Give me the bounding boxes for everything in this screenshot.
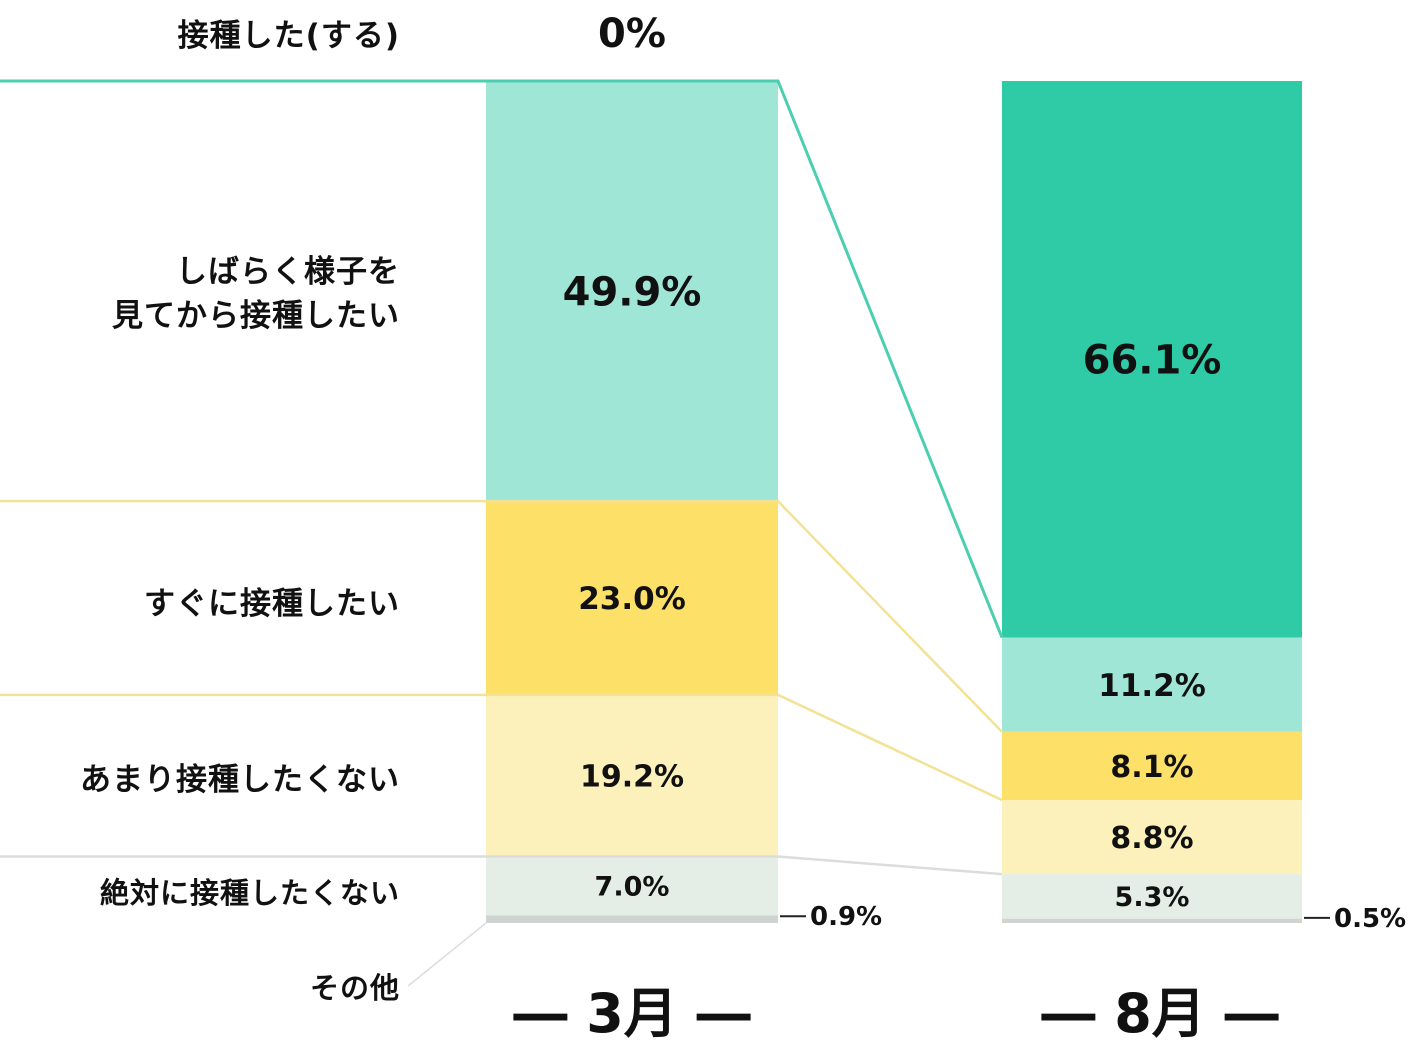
legend-label-not-really: あまり接種したくない: [80, 762, 400, 798]
data-label-never-august: 5.3%: [1115, 882, 1190, 913]
data-label-not-really-march: 19.2%: [580, 759, 684, 794]
bar-segment-other-august: [1002, 918, 1302, 923]
data-label-immediately-march: 23.0%: [578, 581, 686, 617]
legend-label-wait-and-see: しばらく様子を 見てから接種したい: [112, 250, 400, 338]
data-label-other-march: 0.9%: [810, 902, 882, 932]
data-label-immediately-august: 8.1%: [1110, 750, 1193, 785]
bar-segment-vaccinated-august: [1002, 81, 1302, 638]
bar-segment-wait-and-see-august: [1002, 637, 1302, 732]
bar-segment-wait-and-see-march: [486, 81, 778, 502]
leader-line-other: [407, 922, 487, 987]
bar-segment-never-august: [1002, 874, 1302, 919]
legend-label-wait-and-see-line1: しばらく様子を: [176, 254, 400, 290]
bar-segment-not-really-august: [1002, 800, 1302, 875]
bar-segment-not-really-march: [486, 694, 778, 857]
connector-line-not-really: [0, 855, 1003, 876]
bar-segment-other-march: [486, 915, 778, 923]
legend-label-vaccinated: 接種した(する): [177, 18, 400, 54]
bar-segment-immediately-august: [1002, 731, 1302, 801]
bar-segment-immediately-march: [486, 501, 778, 695]
connector-line-vaccinated: [0, 79, 1004, 639]
x-tick-label-march: ― 3月 ―: [513, 982, 751, 1045]
data-label-other-august: 0.5%: [1334, 904, 1406, 934]
bar-segment-never-march: [486, 856, 778, 916]
data-label-wait-and-see-march: 49.9%: [563, 269, 702, 315]
data-label-vaccinated-august: 66.1%: [1083, 338, 1222, 384]
legend-label-other: その他: [309, 971, 400, 1005]
data-label-vaccinated-march: 0%: [598, 11, 666, 57]
legend-label-never: 絶対に接種したくない: [99, 876, 400, 910]
legend-label-wait-and-see-line2: 見てから接種したい: [112, 298, 400, 334]
connector-line-wait-and-see: [0, 499, 1003, 733]
data-label-never-march: 7.0%: [595, 872, 670, 903]
data-label-wait-and-see-august: 11.2%: [1098, 668, 1206, 704]
legend-label-immediately: すぐに接種したい: [144, 586, 400, 622]
x-tick-label-august: ― 8月 ―: [1041, 982, 1279, 1045]
data-label-not-really-august: 8.8%: [1110, 821, 1193, 856]
connector-line-immediately: [0, 693, 1003, 802]
